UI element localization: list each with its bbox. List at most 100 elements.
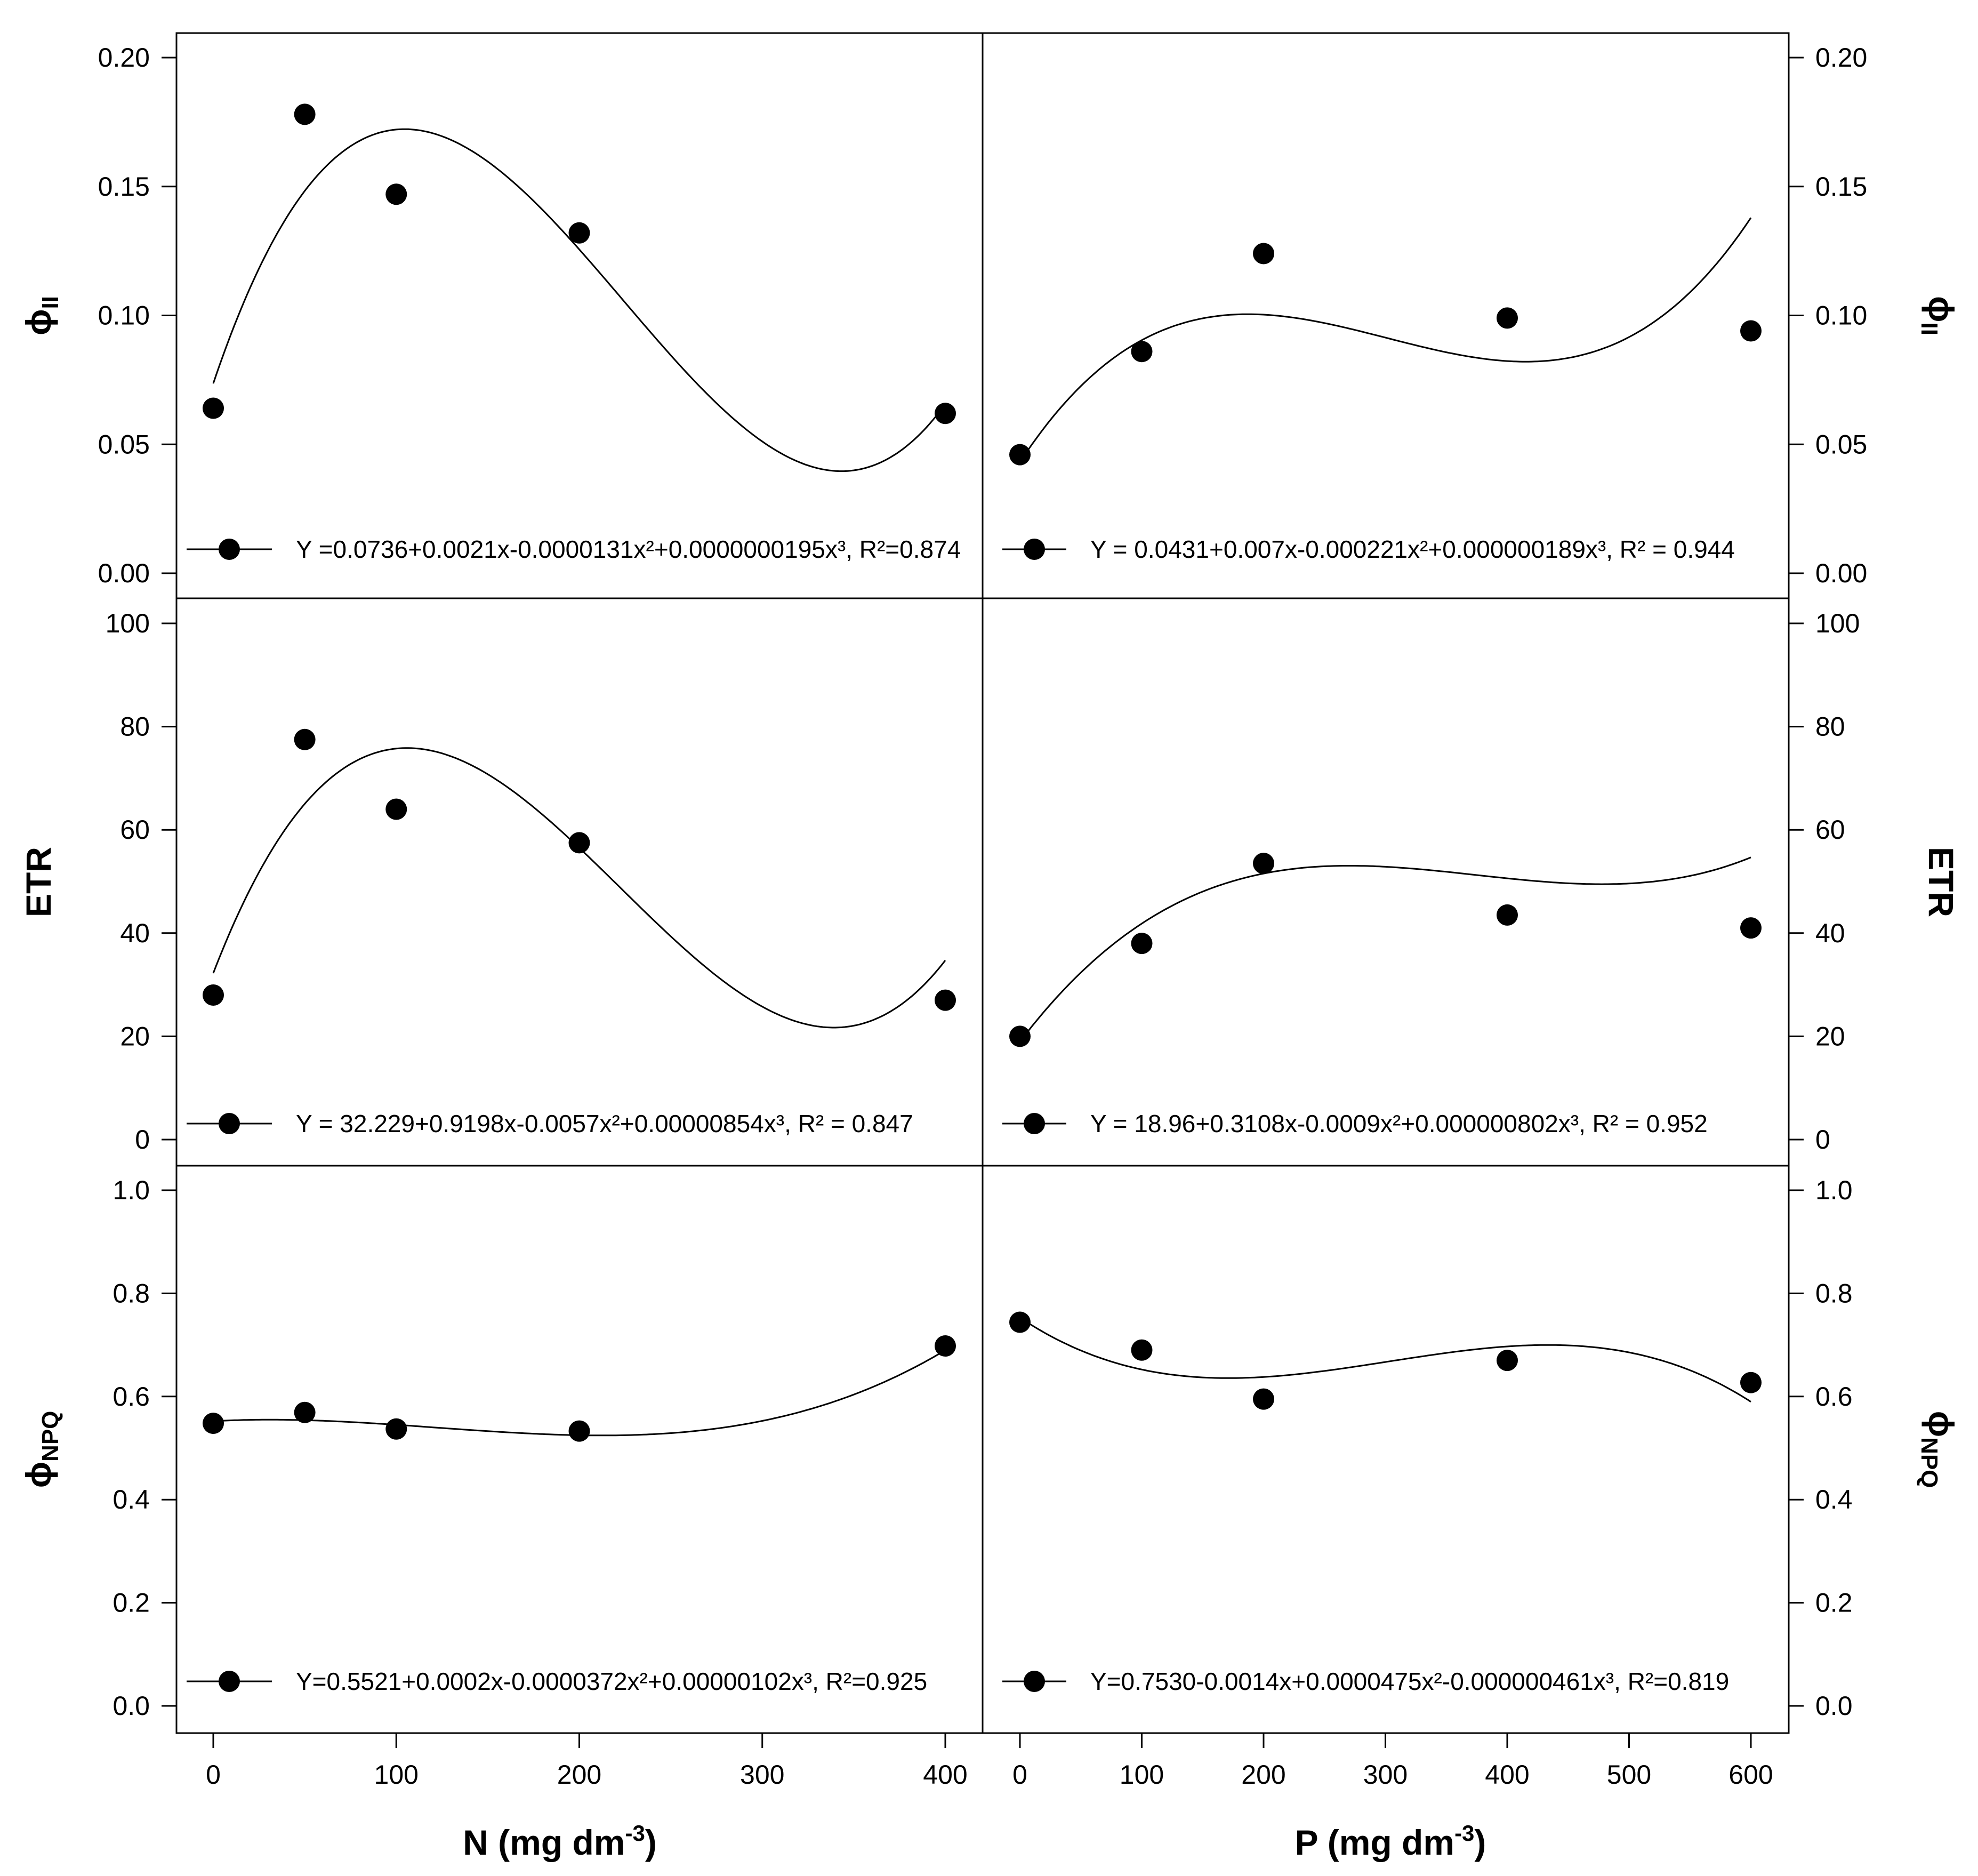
panel-phi-npq-p: 0.0 0.2 0.4 0.6 0.8 1.0 ϕNPQ Y=0.7530-0.0014x+0… — [1002, 1175, 1961, 1721]
y-tick-label: 100 — [106, 608, 150, 638]
data-point — [294, 103, 316, 125]
y-axis-title: ETR — [19, 847, 58, 917]
x-tick-label: 600 — [1728, 1760, 1773, 1790]
x-tick-label: 400 — [1485, 1760, 1529, 1790]
y-tick-label: 0.00 — [1815, 558, 1867, 588]
data-point — [568, 1420, 590, 1442]
x-axis-right: 0 100 200 300 400 500 600 P (mg dm-3) — [1012, 1733, 1773, 1862]
x-tick-label: 300 — [740, 1760, 784, 1790]
data-point — [294, 1401, 316, 1423]
y-tick-label: 0.20 — [98, 43, 150, 73]
data-point — [935, 1335, 956, 1357]
panel-etr-p: 0 20 40 60 80 100 ETR Y = 18.96+0.3108x-0.0009x… — [1002, 608, 1961, 1155]
data-point — [294, 728, 316, 750]
x-tick-label: 0 — [206, 1760, 221, 1790]
y-tick-label: 0.00 — [98, 558, 150, 588]
y-tick-label: 0.10 — [1815, 301, 1867, 331]
fit-curve — [212, 128, 946, 472]
data-point — [1497, 904, 1518, 926]
y-tick-label: 0.2 — [112, 1588, 150, 1618]
y-tick-label: 0.8 — [112, 1278, 150, 1308]
data-point — [203, 984, 224, 1006]
y-tick-label: 0.20 — [1815, 43, 1867, 73]
y-tick-label: 0.6 — [112, 1382, 150, 1412]
data-point — [1009, 1311, 1031, 1333]
data-point — [385, 1418, 407, 1440]
legend-marker — [1024, 1671, 1045, 1692]
y-tick-label: 100 — [1815, 608, 1860, 638]
y-tick-label: 20 — [1815, 1021, 1845, 1051]
y-tick-label: 0.2 — [1815, 1588, 1853, 1618]
y-tick-label: 0.4 — [112, 1485, 150, 1514]
panel-phi-ii-n: 0.00 0.05 0.10 0.15 0.20 ϕII Y =0.0736+0.0021x… — [19, 43, 961, 588]
y-tick-label: 0.6 — [1815, 1382, 1853, 1412]
data-point — [1253, 243, 1274, 264]
x-axis-title: P (mg dm-3) — [1295, 1821, 1486, 1862]
y-tick-label: 0.0 — [112, 1691, 150, 1721]
data-point — [1740, 1372, 1762, 1393]
data-point — [203, 397, 224, 419]
y-tick-label: 0.05 — [1815, 429, 1867, 459]
y-axis-title: ϕNPQ — [19, 1411, 63, 1488]
y-tick-label: 0.0 — [1815, 1691, 1853, 1721]
legend-equation: Y = 0.0431+0.007x-0.000221x²+0.000000189… — [1090, 535, 1735, 563]
data-point — [935, 403, 956, 424]
x-tick-label: 100 — [374, 1760, 419, 1790]
y-tick-label: 40 — [120, 918, 150, 948]
y-tick-label: 0.05 — [98, 429, 150, 459]
y-tick-label: 0 — [135, 1125, 150, 1155]
legend-equation: Y = 18.96+0.3108x-0.0009x²+0.000000802x³… — [1090, 1110, 1708, 1137]
y-tick-label: 1.0 — [112, 1175, 150, 1205]
data-point — [1253, 853, 1274, 875]
data-point — [385, 798, 407, 820]
data-point — [1740, 917, 1762, 939]
data-point — [1740, 320, 1762, 342]
x-axes: 0 100 200 300 400 N (mg dm-3) 0 100 200 300 400 500… — [206, 1733, 1773, 1862]
y-tick-label: 80 — [120, 712, 150, 742]
y-tick-label: 0.8 — [1815, 1278, 1853, 1308]
x-tick-label: 0 — [1012, 1760, 1027, 1790]
data-point — [1009, 444, 1031, 466]
y-tick-label: 1.0 — [1815, 1175, 1853, 1205]
data-point — [1497, 307, 1518, 329]
x-tick-label: 500 — [1607, 1760, 1651, 1790]
panel-phi-ii-p: 0.00 0.05 0.10 0.15 0.20 ϕII Y = 0.0431+0.007x… — [1002, 43, 1961, 588]
legend-marker — [219, 1113, 240, 1134]
y-tick-label: 20 — [120, 1021, 150, 1051]
x-tick-label: 100 — [1120, 1760, 1164, 1790]
legend-marker — [1024, 1113, 1045, 1134]
y-axis-title: ETR — [1921, 847, 1961, 917]
legend-equation: Y =0.0736+0.0021x-0.0000131x²+0.00000001… — [296, 535, 961, 563]
data-point — [1253, 1388, 1274, 1410]
fit-curve — [1019, 1317, 1751, 1402]
data-point — [385, 183, 407, 205]
fit-curve — [1019, 217, 1752, 463]
y-tick-label: 40 — [1815, 918, 1845, 948]
y-tick-label: 0.15 — [1815, 172, 1867, 202]
x-tick-label: 200 — [1241, 1760, 1285, 1790]
data-point — [1497, 1350, 1518, 1372]
data-point — [1131, 341, 1153, 363]
y-tick-label: 0.10 — [98, 301, 150, 331]
legend-equation: Y=0.5521+0.0002x-0.0000372x²+0.00000102x… — [296, 1667, 927, 1695]
y-axis-title: ϕNPQ — [1916, 1411, 1961, 1488]
legend-equation: Y = 32.229+0.9198x-0.0057x²+0.00000854x³… — [296, 1110, 913, 1137]
y-tick-label: 0.15 — [98, 172, 150, 202]
legend-marker — [219, 1671, 240, 1692]
legend-equation: Y=0.7530-0.0014x+0.0000475x²-0.000000461… — [1090, 1667, 1729, 1695]
legend-marker — [1024, 539, 1045, 560]
figure-frame — [175, 32, 1790, 1734]
x-tick-label: 400 — [923, 1760, 967, 1790]
legend-marker — [219, 539, 240, 560]
data-point — [568, 832, 590, 854]
panel-etr-n: 0 20 40 60 80 100 ETR Y = 32.229+0.9198x-0.0057… — [19, 608, 956, 1155]
y-axis-title: ϕII — [19, 296, 63, 335]
y-tick-label: 60 — [120, 815, 150, 845]
y-tick-label: 0 — [1815, 1125, 1830, 1155]
y-tick-label: 80 — [1815, 712, 1845, 742]
data-point — [1131, 933, 1153, 955]
y-tick-label: 60 — [1815, 815, 1845, 845]
y-tick-label: 0.4 — [1815, 1485, 1853, 1514]
